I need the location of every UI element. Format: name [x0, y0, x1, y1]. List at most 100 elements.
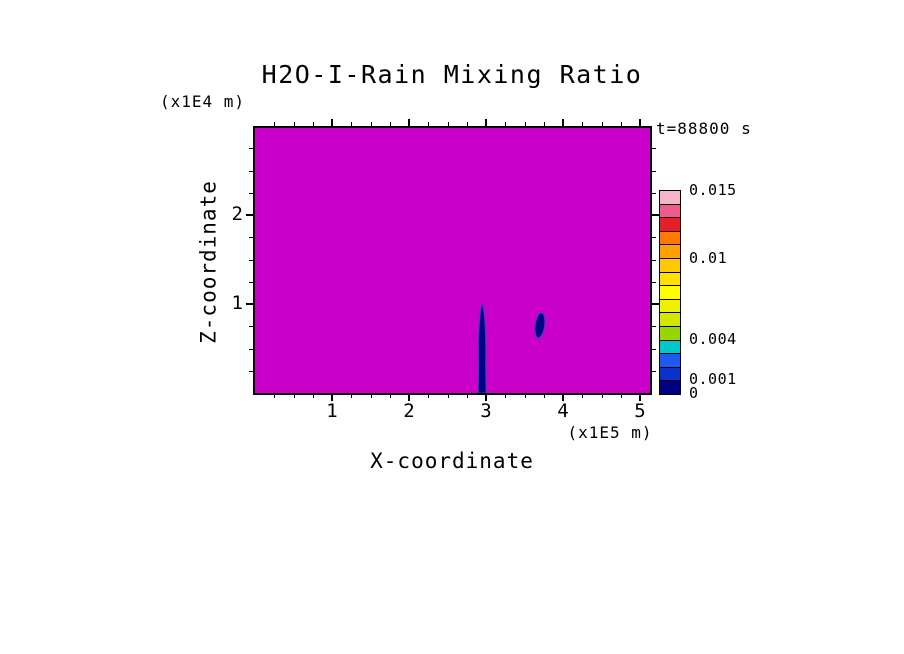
colorbar-segment: [660, 326, 680, 341]
x-minor-tick-top: [524, 122, 526, 126]
colorbar-tick-label: 0.015: [689, 181, 737, 199]
colorbar-segment: [660, 204, 680, 219]
y-minor-tick-left: [249, 326, 253, 328]
y-major-tick-left: [246, 303, 253, 305]
y-axis-unit-label: (x1E4 m): [160, 92, 246, 111]
y-minor-tick-left: [249, 281, 253, 283]
y-minor-tick-right: [652, 170, 656, 172]
x-minor-tick-bottom: [466, 394, 468, 398]
y-minor-tick-left: [249, 348, 253, 350]
colorbar-segment: [660, 286, 680, 300]
x-minor-tick-top: [620, 122, 622, 126]
x-major-tick-top: [639, 119, 641, 126]
x-minor-tick-top: [293, 122, 295, 126]
x-major-tick-bottom: [485, 394, 487, 401]
x-minor-tick-top: [601, 122, 603, 126]
y-major-tick-left: [246, 214, 253, 216]
x-minor-tick-top: [466, 122, 468, 126]
colorbar-segment: [660, 313, 680, 327]
x-tick-label: 4: [557, 400, 569, 422]
colorbar-tick-label: 0.004: [689, 329, 737, 348]
x-minor-tick-top: [351, 122, 353, 126]
x-minor-tick-bottom: [274, 394, 276, 398]
y-minor-tick-right: [652, 281, 656, 283]
x-minor-tick-bottom: [620, 394, 622, 398]
colorbar-segment: [660, 381, 680, 394]
y-minor-tick-right: [652, 192, 656, 194]
x-axis-title: X-coordinate: [370, 449, 534, 473]
x-minor-tick-top: [505, 122, 507, 126]
colorbar-segment: [660, 340, 680, 355]
colorbar-segment: [660, 258, 680, 273]
x-minor-tick-top: [447, 122, 449, 126]
x-minor-tick-bottom: [370, 394, 372, 398]
x-minor-tick-top: [370, 122, 372, 126]
colorbar-segment: [660, 231, 680, 246]
y-tick-label: 1: [231, 292, 243, 314]
x-tick-label: 5: [634, 400, 646, 422]
colorbar-tick-label: 0: [689, 384, 699, 402]
x-minor-tick-bottom: [582, 394, 584, 398]
y-minor-tick-left: [249, 148, 253, 150]
x-major-tick-top: [331, 119, 333, 126]
x-tick-label: 3: [480, 400, 492, 422]
colorbar-tick-label: 0.001: [689, 370, 737, 389]
x-minor-tick-bottom: [447, 394, 449, 398]
y-minor-tick-right: [652, 370, 656, 372]
colorbar-tick-label: 0.01: [689, 248, 728, 267]
x-minor-tick-top: [582, 122, 584, 126]
x-minor-tick-bottom: [351, 394, 353, 398]
x-minor-tick-top: [389, 122, 391, 126]
x-tick-label: 1: [326, 400, 338, 422]
x-major-tick-top: [408, 119, 410, 126]
chart-title: H2O-I-Rain Mixing Ratio: [261, 60, 643, 89]
x-axis-unit-label: (x1E5 m): [567, 423, 653, 442]
y-minor-tick-left: [249, 259, 253, 261]
y-minor-tick-right: [652, 326, 656, 328]
x-minor-tick-top: [543, 122, 545, 126]
colorbar-segment: [660, 272, 680, 287]
y-minor-tick-left: [249, 237, 253, 239]
y-minor-tick-right: [652, 259, 656, 261]
y-major-tick-right: [652, 303, 659, 305]
x-minor-tick-bottom: [428, 394, 430, 398]
y-minor-tick-left: [249, 370, 253, 372]
x-minor-tick-top: [274, 122, 276, 126]
y-tick-label: 2: [231, 203, 243, 225]
x-major-tick-bottom: [639, 394, 641, 401]
x-minor-tick-top: [428, 122, 430, 126]
y-minor-tick-right: [652, 237, 656, 239]
x-major-tick-top: [562, 119, 564, 126]
colorbar-segment: [660, 218, 680, 232]
y-major-tick-right: [652, 214, 659, 216]
x-minor-tick-bottom: [505, 394, 507, 398]
rain-feature-rain-shaft: [477, 302, 487, 393]
colorbar-segment: [660, 367, 680, 382]
rain-features-layer: [477, 302, 546, 393]
y-minor-tick-right: [652, 348, 656, 350]
x-minor-tick-bottom: [312, 394, 314, 398]
x-minor-tick-bottom: [524, 394, 526, 398]
x-minor-tick-bottom: [601, 394, 603, 398]
rain-feature-rain-patch: [534, 312, 546, 339]
x-minor-tick-bottom: [293, 394, 295, 398]
colorbar-segment: [660, 191, 680, 205]
x-minor-tick-bottom: [389, 394, 391, 398]
y-minor-tick-left: [249, 192, 253, 194]
x-minor-tick-top: [312, 122, 314, 126]
colorbar-segment: [660, 354, 680, 368]
colorbar-segment: [660, 245, 680, 259]
x-major-tick-bottom: [562, 394, 564, 401]
y-minor-tick-right: [652, 148, 656, 150]
x-major-tick-top: [485, 119, 487, 126]
time-annotation: t=88800 s: [656, 119, 752, 138]
x-major-tick-bottom: [408, 394, 410, 401]
plot-area: [253, 126, 652, 395]
colorbar-segment: [660, 299, 680, 314]
y-minor-tick-left: [249, 170, 253, 172]
colorbar: [659, 190, 681, 395]
x-major-tick-bottom: [331, 394, 333, 401]
x-minor-tick-bottom: [543, 394, 545, 398]
x-tick-label: 2: [403, 400, 415, 422]
